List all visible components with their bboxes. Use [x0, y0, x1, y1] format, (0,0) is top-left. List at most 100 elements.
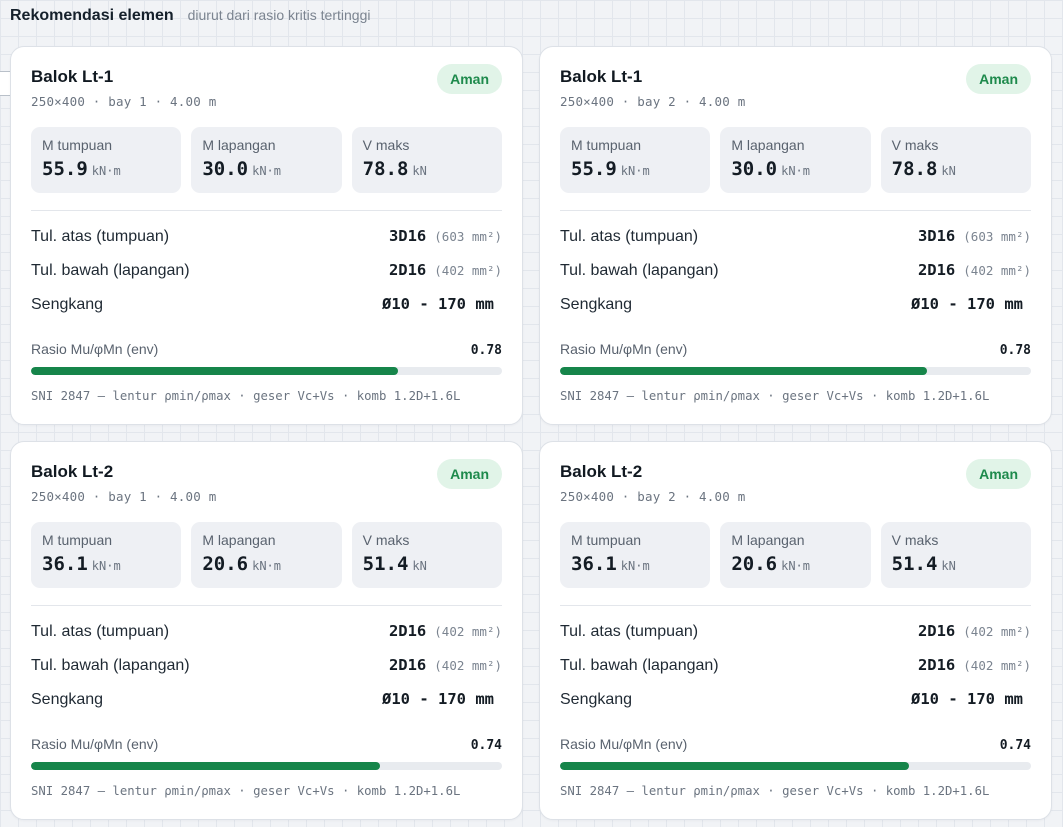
ratio-bar-fill	[560, 762, 909, 770]
ratio-bar-fill	[560, 367, 928, 375]
reinforcement-row: Tul. atas (tumpuan) 3D16 (603 mm²)	[560, 227, 1031, 261]
ratio-value: 0.74	[999, 738, 1031, 753]
stat-value: 20.6	[202, 553, 249, 575]
row-area: (402 mm²)	[434, 658, 502, 673]
stat-label: V maks	[891, 137, 939, 153]
stat-value: 30.0	[731, 158, 778, 180]
code-footnote: SNI 2847 — lentur ρmin/ρmax · geser Vc+V…	[560, 784, 990, 798]
element-card[interactable]: Balok Lt-2 250×400 · bay 1 · 4.00 m Aman M …	[10, 441, 523, 820]
reinforcement-row: Sengkang Ø10 - 170 mm	[560, 690, 1031, 724]
ratio-header: Rasio Mu/φMn (env) 0.74	[560, 736, 1031, 753]
stat-unit: kN·m	[620, 164, 650, 178]
element-card[interactable]: Balok Lt-1 250×400 · bay 1 · 4.00 m Aman M …	[10, 46, 523, 425]
stat-unit: kN·m	[252, 559, 281, 573]
stat-value: 78.8	[891, 158, 938, 180]
code-footnote: SNI 2847 — lentur ρmin/ρmax · geser Vc+V…	[31, 784, 461, 798]
stat-unit: kN	[412, 164, 427, 178]
ratio-bar	[560, 367, 1031, 375]
row-value: Ø10 - 170 mm	[911, 690, 1023, 708]
code-footnote: SNI 2847 — lentur ρmin/ρmax · geser Vc+V…	[560, 389, 990, 403]
reinforcement-row: Tul. atas (tumpuan) 2D16 (402 mm²)	[31, 622, 502, 656]
stat-label: M lapangan	[731, 532, 805, 548]
row-label: Tul. atas (tumpuan)	[31, 623, 170, 640]
status-badge: Aman	[437, 64, 502, 94]
stat-unit: kN·m	[91, 164, 121, 178]
row-label: Sengkang	[560, 691, 633, 708]
stat-label: M lapangan	[731, 137, 805, 153]
reinforcement-row: Sengkang Ø10 - 170 mm	[560, 295, 1031, 329]
stat-label: M tumpuan	[42, 137, 113, 153]
stat-unit: kN·m	[252, 164, 281, 178]
row-value: Ø10 - 170 mm	[382, 690, 494, 708]
status-badge: Aman	[437, 459, 502, 489]
stat-unit: kN	[941, 164, 956, 178]
ratio-label: Rasio Mu/φMn (env)	[560, 341, 688, 357]
element-card[interactable]: Balok Lt-1 250×400 · bay 2 · 4.00 m Aman M …	[539, 46, 1052, 425]
reinforcement-row: Tul. bawah (lapangan) 2D16 (402 mm²)	[31, 261, 502, 295]
stat-value: 36.1	[571, 553, 617, 575]
ratio-label: Rasio Mu/φMn (env)	[560, 736, 688, 752]
reinforcement-list: Tul. atas (tumpuan) 2D16 (402 mm²) Tul. baw…	[560, 622, 1031, 724]
stat-tile: M tumpuan 55.9 kN·m	[31, 127, 182, 193]
row-value: Ø10 - 170 mm	[911, 295, 1023, 313]
reinforcement-list: Tul. atas (tumpuan) 3D16 (603 mm²) Tul. baw…	[31, 227, 502, 329]
card-divider	[560, 210, 1031, 211]
row-label: Sengkang	[31, 691, 104, 708]
row-area: (402 mm²)	[434, 624, 502, 639]
stat-tile: M tumpuan 36.1 kN·m	[31, 522, 182, 588]
stat-label: M lapangan	[202, 532, 276, 548]
row-label: Tul. atas (tumpuan)	[560, 623, 699, 640]
section-subtitle: diurut dari rasio kritis tertinggi	[187, 7, 371, 23]
stat-group: M tumpuan 55.9 kN·m M lapangan 30.0 kN·m V mak…	[31, 127, 502, 193]
row-area: (402 mm²)	[963, 624, 1031, 639]
row-label: Sengkang	[31, 296, 104, 313]
stat-tile: M tumpuan 36.1 kN·m	[560, 522, 711, 588]
stat-label: V maks	[362, 532, 410, 548]
card-title: Balok Lt-2	[560, 462, 643, 481]
stat-value: 51.4	[362, 553, 409, 575]
card-subtitle: 250×400 · bay 2 · 4.00 m	[560, 94, 746, 109]
row-label: Tul. bawah (lapangan)	[560, 657, 719, 674]
stat-label: V maks	[891, 532, 939, 548]
row-area: (402 mm²)	[963, 658, 1031, 673]
stat-tile: M lapangan 30.0 kN·m	[720, 127, 871, 193]
stat-group: M tumpuan 55.9 kN·m M lapangan 30.0 kN·m V mak…	[560, 127, 1031, 193]
row-value: 2D16	[917, 261, 956, 279]
stat-group: M tumpuan 36.1 kN·m M lapangan 20.6 kN·m V mak…	[560, 522, 1031, 588]
stat-tile: V maks 51.4 kN	[351, 522, 502, 588]
stat-tile: V maks 51.4 kN	[880, 522, 1031, 588]
row-label: Tul. bawah (lapangan)	[31, 262, 190, 279]
card-subtitle: 250×400 · bay 2 · 4.00 m	[560, 489, 746, 504]
card-title: Balok Lt-2	[31, 462, 114, 481]
stat-label: M tumpuan	[42, 532, 113, 548]
row-area: (603 mm²)	[434, 229, 502, 244]
row-label: Tul. bawah (lapangan)	[31, 657, 190, 674]
ratio-value: 0.78	[470, 343, 502, 358]
stat-unit: kN	[941, 559, 956, 573]
ratio-header: Rasio Mu/φMn (env) 0.78	[31, 341, 502, 358]
reinforcement-row: Tul. atas (tumpuan) 3D16 (603 mm²)	[31, 227, 502, 261]
status-badge: Aman	[966, 459, 1031, 489]
section-title: Rekomendasi elemen	[10, 7, 174, 24]
ratio-bar	[31, 762, 502, 770]
row-value: 2D16	[917, 622, 956, 640]
ratio-value: 0.78	[999, 343, 1031, 358]
element-card[interactable]: Balok Lt-2 250×400 · bay 2 · 4.00 m Aman M …	[539, 441, 1052, 820]
code-footnote: SNI 2847 — lentur ρmin/ρmax · geser Vc+V…	[31, 389, 461, 403]
stat-label: V maks	[362, 137, 410, 153]
row-value: 3D16	[388, 227, 427, 245]
stat-tile: V maks 78.8 kN	[351, 127, 502, 193]
row-label: Tul. bawah (lapangan)	[560, 262, 719, 279]
ratio-header: Rasio Mu/φMn (env) 0.78	[560, 341, 1031, 358]
stat-value: 51.4	[891, 553, 938, 575]
stat-label: M tumpuan	[571, 137, 642, 153]
row-value: Ø10 - 170 mm	[382, 295, 494, 313]
reinforcement-list: Tul. atas (tumpuan) 2D16 (402 mm²) Tul. baw…	[31, 622, 502, 724]
row-value: 3D16	[917, 227, 956, 245]
stat-value: 36.1	[42, 553, 88, 575]
row-value: 2D16	[388, 656, 427, 674]
stat-unit: kN·m	[781, 559, 810, 573]
row-value: 2D16	[388, 622, 427, 640]
ratio-value: 0.74	[470, 738, 502, 753]
ratio-bar	[31, 367, 502, 375]
